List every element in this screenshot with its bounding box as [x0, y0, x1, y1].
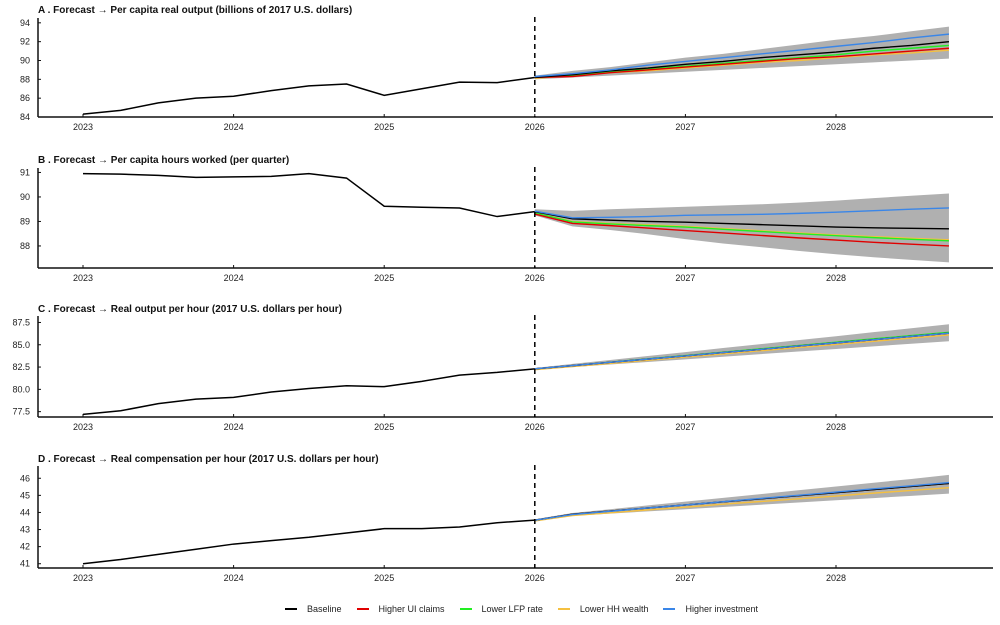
y-tick-label: 87.5	[12, 317, 30, 327]
panel-a: A . Forecast → Per capita real output (b…	[20, 5, 993, 132]
x-tick-label: 2026	[525, 422, 545, 432]
x-tick-label: 2024	[224, 122, 244, 132]
legend-swatch	[356, 608, 369, 610]
forecast-line-higher-ui-claims	[534, 47, 950, 79]
forecast-line-baseline	[534, 210, 949, 230]
x-tick-label: 2024	[224, 273, 244, 283]
history-line	[82, 76, 535, 115]
y-tick-label: 80.0	[12, 384, 30, 394]
y-tick-label: 77.5	[12, 407, 30, 417]
x-tick-label: 2027	[675, 273, 695, 283]
x-tick-label: 2023	[73, 122, 93, 132]
forecast-line-higher-investment	[534, 481, 950, 521]
uncertainty-band	[534, 324, 949, 370]
y-tick-label: 90	[20, 192, 30, 202]
x-tick-label: 2026	[525, 122, 545, 132]
x-tick-label: 2023	[73, 273, 93, 283]
legend-label: Lower HH wealth	[579, 604, 649, 614]
x-tick-label: 2028	[826, 422, 846, 432]
history-line	[82, 519, 535, 565]
x-tick-label: 2028	[826, 122, 846, 132]
history-line	[82, 172, 535, 218]
panel-title: D . Forecast → Real compensation per hou…	[38, 454, 379, 465]
x-tick-label: 2023	[73, 422, 93, 432]
y-tick-label: 90	[20, 55, 30, 65]
forecast-line-baseline	[534, 40, 950, 79]
y-tick-label: 91	[20, 167, 30, 177]
x-tick-label: 2025	[374, 273, 394, 283]
y-tick-label: 94	[20, 18, 30, 28]
x-tick-label: 2024	[224, 422, 244, 432]
legend-swatch	[459, 608, 472, 610]
x-tick-label: 2027	[675, 122, 695, 132]
forecast-line-lower-lfp-rate	[534, 44, 950, 79]
legend-label: Higher UI claims	[378, 604, 445, 614]
y-tick-label: 92	[20, 37, 30, 47]
legend-label: Lower LFP rate	[481, 604, 543, 614]
x-tick-label: 2028	[826, 273, 846, 283]
x-tick-label: 2025	[374, 573, 394, 583]
panel-b: B . Forecast → Per capita hours worked (…	[20, 155, 993, 283]
y-tick-label: 86	[20, 93, 30, 103]
x-tick-label: 2026	[525, 273, 545, 283]
panel-c: C . Forecast → Real output per hour (201…	[12, 304, 993, 432]
y-tick-label: 89	[20, 216, 30, 226]
legend-item-higher-investment: Higher investment	[663, 604, 758, 614]
panel-title: C . Forecast → Real output per hour (201…	[38, 304, 342, 315]
y-tick-label: 42	[20, 542, 30, 552]
legend: Baseline Higher UI claims Lower LFP rate…	[285, 604, 773, 614]
legend-swatch	[663, 608, 676, 610]
legend-item-higher-ui-claims: Higher UI claims	[356, 604, 445, 614]
y-tick-label: 82.5	[12, 362, 30, 372]
x-tick-label: 2025	[374, 122, 394, 132]
forecast-line-lower-hh-wealth	[534, 486, 950, 522]
x-tick-label: 2027	[675, 573, 695, 583]
forecast-line-lower-hh-wealth	[534, 334, 950, 371]
x-tick-label: 2024	[224, 573, 244, 583]
x-tick-label: 2028	[826, 573, 846, 583]
x-tick-label: 2025	[374, 422, 394, 432]
legend-label: Higher investment	[685, 604, 758, 614]
y-tick-label: 45	[20, 490, 30, 500]
x-tick-label: 2023	[73, 573, 93, 583]
x-tick-label: 2027	[675, 422, 695, 432]
forecast-line-lower-lfp-rate	[534, 212, 949, 242]
panel-d: D . Forecast → Real compensation per hou…	[20, 454, 993, 583]
legend-swatch	[557, 608, 570, 610]
x-tick-label: 2026	[525, 573, 545, 583]
legend-label: Baseline	[307, 604, 342, 614]
legend-swatch	[285, 608, 297, 610]
y-tick-label: 44	[20, 507, 30, 517]
legend-item-lower-hh-wealth: Lower HH wealth	[557, 604, 649, 614]
y-tick-label: 43	[20, 525, 30, 535]
y-tick-label: 46	[20, 473, 30, 483]
y-tick-label: 85.0	[12, 340, 30, 350]
y-tick-label: 84	[20, 112, 30, 122]
panel-title: B . Forecast → Per capita hours worked (…	[38, 155, 289, 166]
uncertainty-band	[534, 193, 949, 263]
y-tick-label: 88	[20, 241, 30, 251]
legend-item-baseline: Baseline	[285, 604, 342, 614]
history-line	[82, 368, 535, 416]
y-tick-label: 41	[20, 559, 30, 569]
panel-title: A . Forecast → Per capita real output (b…	[38, 5, 352, 16]
legend-item-lower-lfp-rate: Lower LFP rate	[459, 604, 543, 614]
forecast-line-higher-ui-claims	[534, 213, 949, 247]
forecast-line-higher-investment	[534, 33, 950, 78]
forecast-line-higher-investment	[534, 332, 950, 370]
y-tick-label: 88	[20, 74, 30, 84]
forecast-line-higher-investment	[534, 207, 949, 219]
